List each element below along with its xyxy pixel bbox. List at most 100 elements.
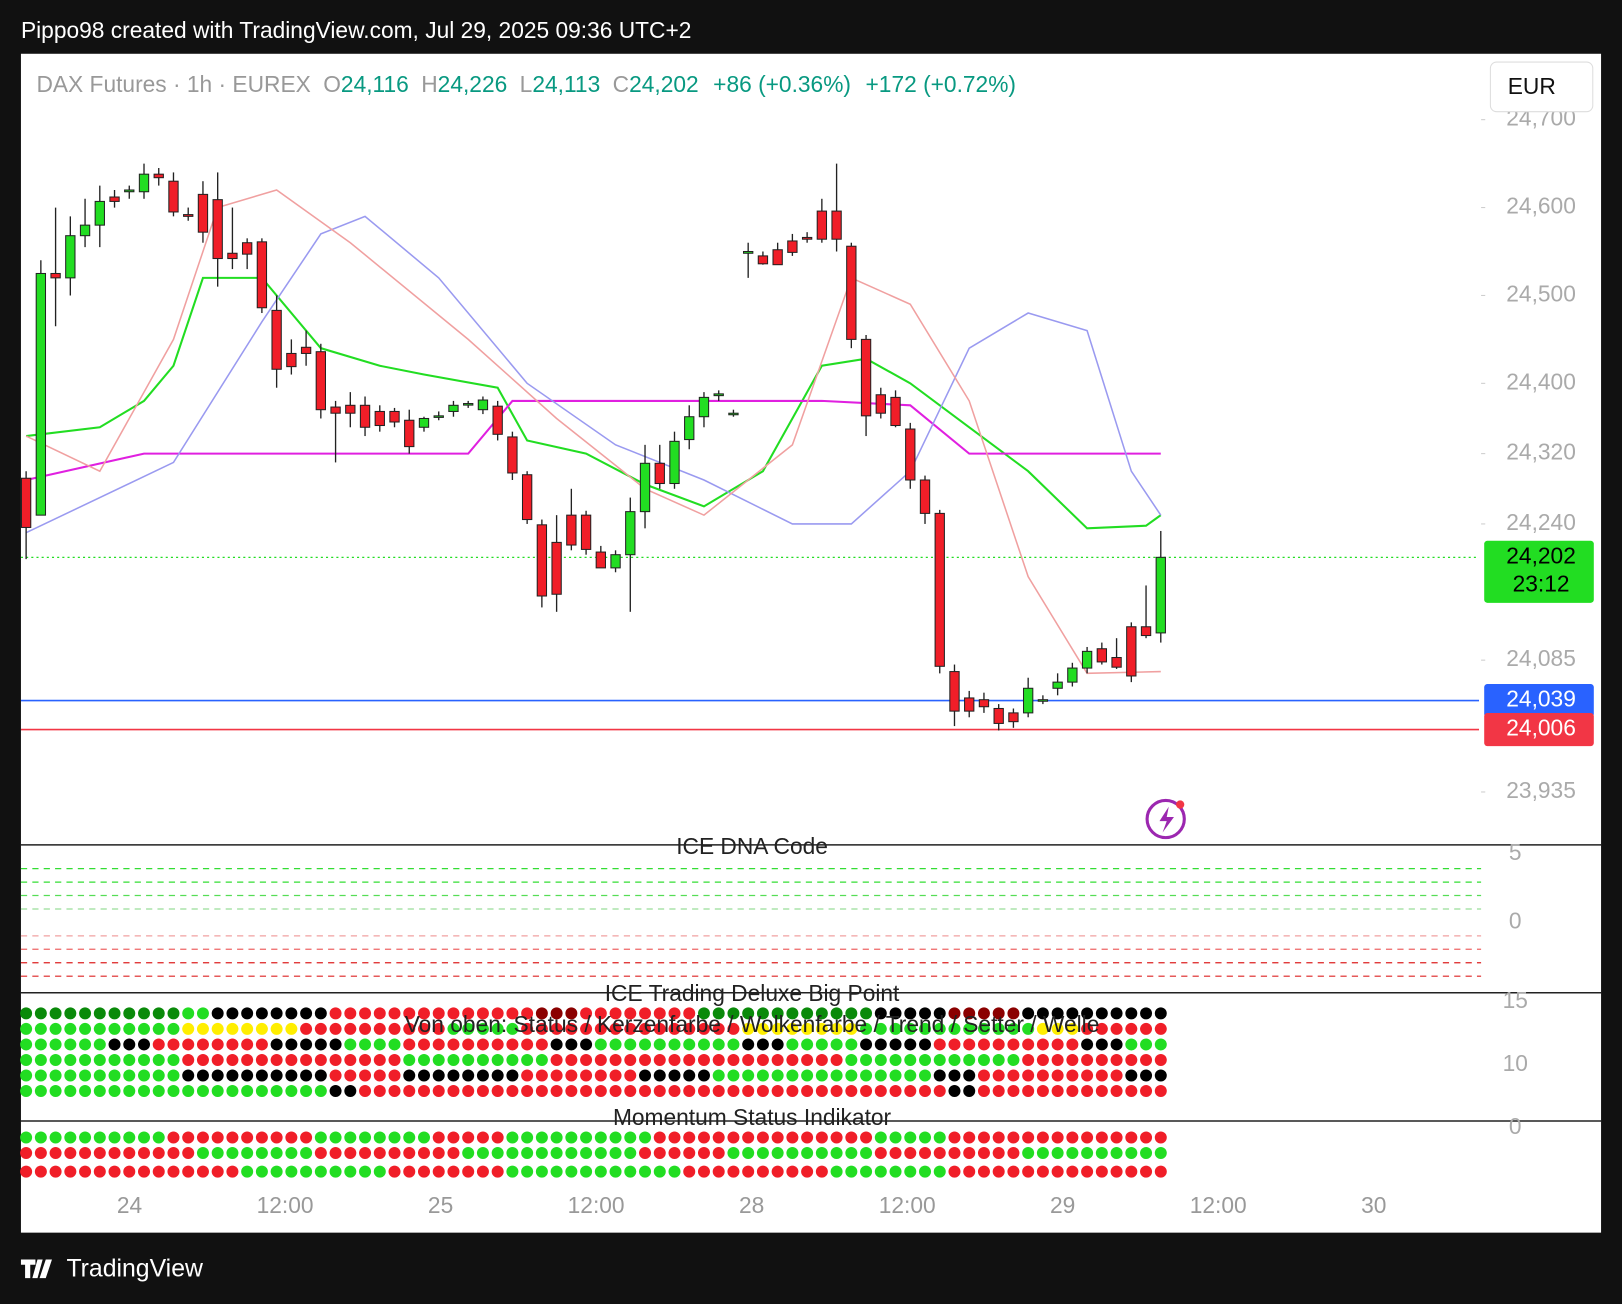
dot xyxy=(1095,1147,1108,1160)
dot xyxy=(49,1147,62,1160)
dot xyxy=(609,1007,622,1020)
dot xyxy=(403,1038,416,1051)
dot xyxy=(535,1069,548,1082)
dot xyxy=(226,1022,239,1035)
dot xyxy=(1051,1147,1064,1160)
dot xyxy=(860,1084,873,1097)
dot xyxy=(196,1131,209,1144)
dot xyxy=(152,1007,165,1020)
dot xyxy=(79,1165,92,1178)
dot xyxy=(270,1038,283,1051)
dot xyxy=(756,1022,769,1035)
dot xyxy=(1140,1084,1153,1097)
dot xyxy=(344,1007,357,1020)
candle-body xyxy=(1067,667,1078,683)
dot xyxy=(123,1007,136,1020)
dot xyxy=(196,1007,209,1020)
dot xyxy=(815,1053,828,1066)
dot xyxy=(344,1069,357,1082)
dot xyxy=(196,1165,209,1178)
dot-run xyxy=(329,1007,534,1020)
dot xyxy=(860,1038,873,1051)
credit: Pippo98 created with TradingView.com, Ju… xyxy=(21,17,691,43)
dot xyxy=(373,1069,386,1082)
dot xyxy=(64,1147,77,1160)
dot xyxy=(1081,1084,1094,1097)
dot xyxy=(1051,1084,1064,1097)
dot xyxy=(1066,1038,1079,1051)
dot xyxy=(639,1147,652,1160)
dot xyxy=(123,1053,136,1066)
dot xyxy=(447,1084,460,1097)
panel-tick-label: 10 xyxy=(1503,1050,1528,1076)
dot xyxy=(683,1147,696,1160)
candle-body xyxy=(669,440,680,485)
dot xyxy=(889,1022,902,1035)
candle-body xyxy=(846,245,857,340)
dot xyxy=(771,1053,784,1066)
dot xyxy=(580,1069,593,1082)
dot xyxy=(108,1084,121,1097)
dot xyxy=(182,1069,195,1082)
candle-body xyxy=(743,250,754,254)
dot xyxy=(108,1038,121,1051)
dot xyxy=(270,1147,283,1160)
dot xyxy=(1110,1038,1123,1051)
dot xyxy=(285,1022,298,1035)
x-tick-label: 24 xyxy=(117,1192,142,1218)
dot xyxy=(491,1053,504,1066)
candle-body xyxy=(374,410,385,427)
dot xyxy=(919,1053,932,1066)
dot xyxy=(226,1084,239,1097)
dot xyxy=(1154,1038,1167,1051)
dot xyxy=(874,1069,887,1082)
dot xyxy=(801,1069,814,1082)
dot xyxy=(432,1084,445,1097)
x-tick-label: 28 xyxy=(739,1192,764,1218)
dot xyxy=(815,1131,828,1144)
dot xyxy=(521,1007,534,1020)
dot xyxy=(300,1165,313,1178)
dot xyxy=(447,1069,460,1082)
dot xyxy=(138,1038,151,1051)
dot xyxy=(977,1131,990,1144)
candle-body xyxy=(94,200,105,226)
dot xyxy=(653,1165,666,1178)
dot xyxy=(742,1131,755,1144)
currency-button[interactable] xyxy=(1489,61,1594,113)
dot-run xyxy=(948,1131,1167,1144)
dot xyxy=(196,1022,209,1035)
footer-logo: TradingView xyxy=(66,1255,203,1282)
dot xyxy=(594,1131,607,1144)
dot xyxy=(1095,1053,1108,1066)
dot xyxy=(417,1053,430,1066)
dot xyxy=(403,1053,416,1066)
dot xyxy=(1140,1147,1153,1160)
dot xyxy=(270,1131,283,1144)
candle-body xyxy=(521,474,533,521)
dot xyxy=(594,1069,607,1082)
dot xyxy=(594,1053,607,1066)
dot xyxy=(491,1038,504,1051)
candle-body xyxy=(978,699,990,708)
dot xyxy=(49,1038,62,1051)
price-label-box xyxy=(1484,684,1594,718)
candle-body xyxy=(1008,712,1019,723)
dot xyxy=(138,1022,151,1035)
candle-body xyxy=(153,173,164,179)
dot xyxy=(977,1147,990,1160)
dot xyxy=(506,1147,519,1160)
dot xyxy=(108,1007,121,1020)
dot xyxy=(255,1165,268,1178)
dot xyxy=(1140,1069,1153,1082)
dot xyxy=(904,1131,917,1144)
dot xyxy=(167,1038,180,1051)
dot xyxy=(1154,1084,1167,1097)
dot xyxy=(815,1007,828,1020)
dot-run xyxy=(1081,1022,1167,1035)
dot xyxy=(683,1007,696,1020)
dot xyxy=(948,1007,961,1020)
dot xyxy=(580,1007,593,1020)
dot-run xyxy=(314,1147,460,1160)
candle-body xyxy=(728,412,739,416)
